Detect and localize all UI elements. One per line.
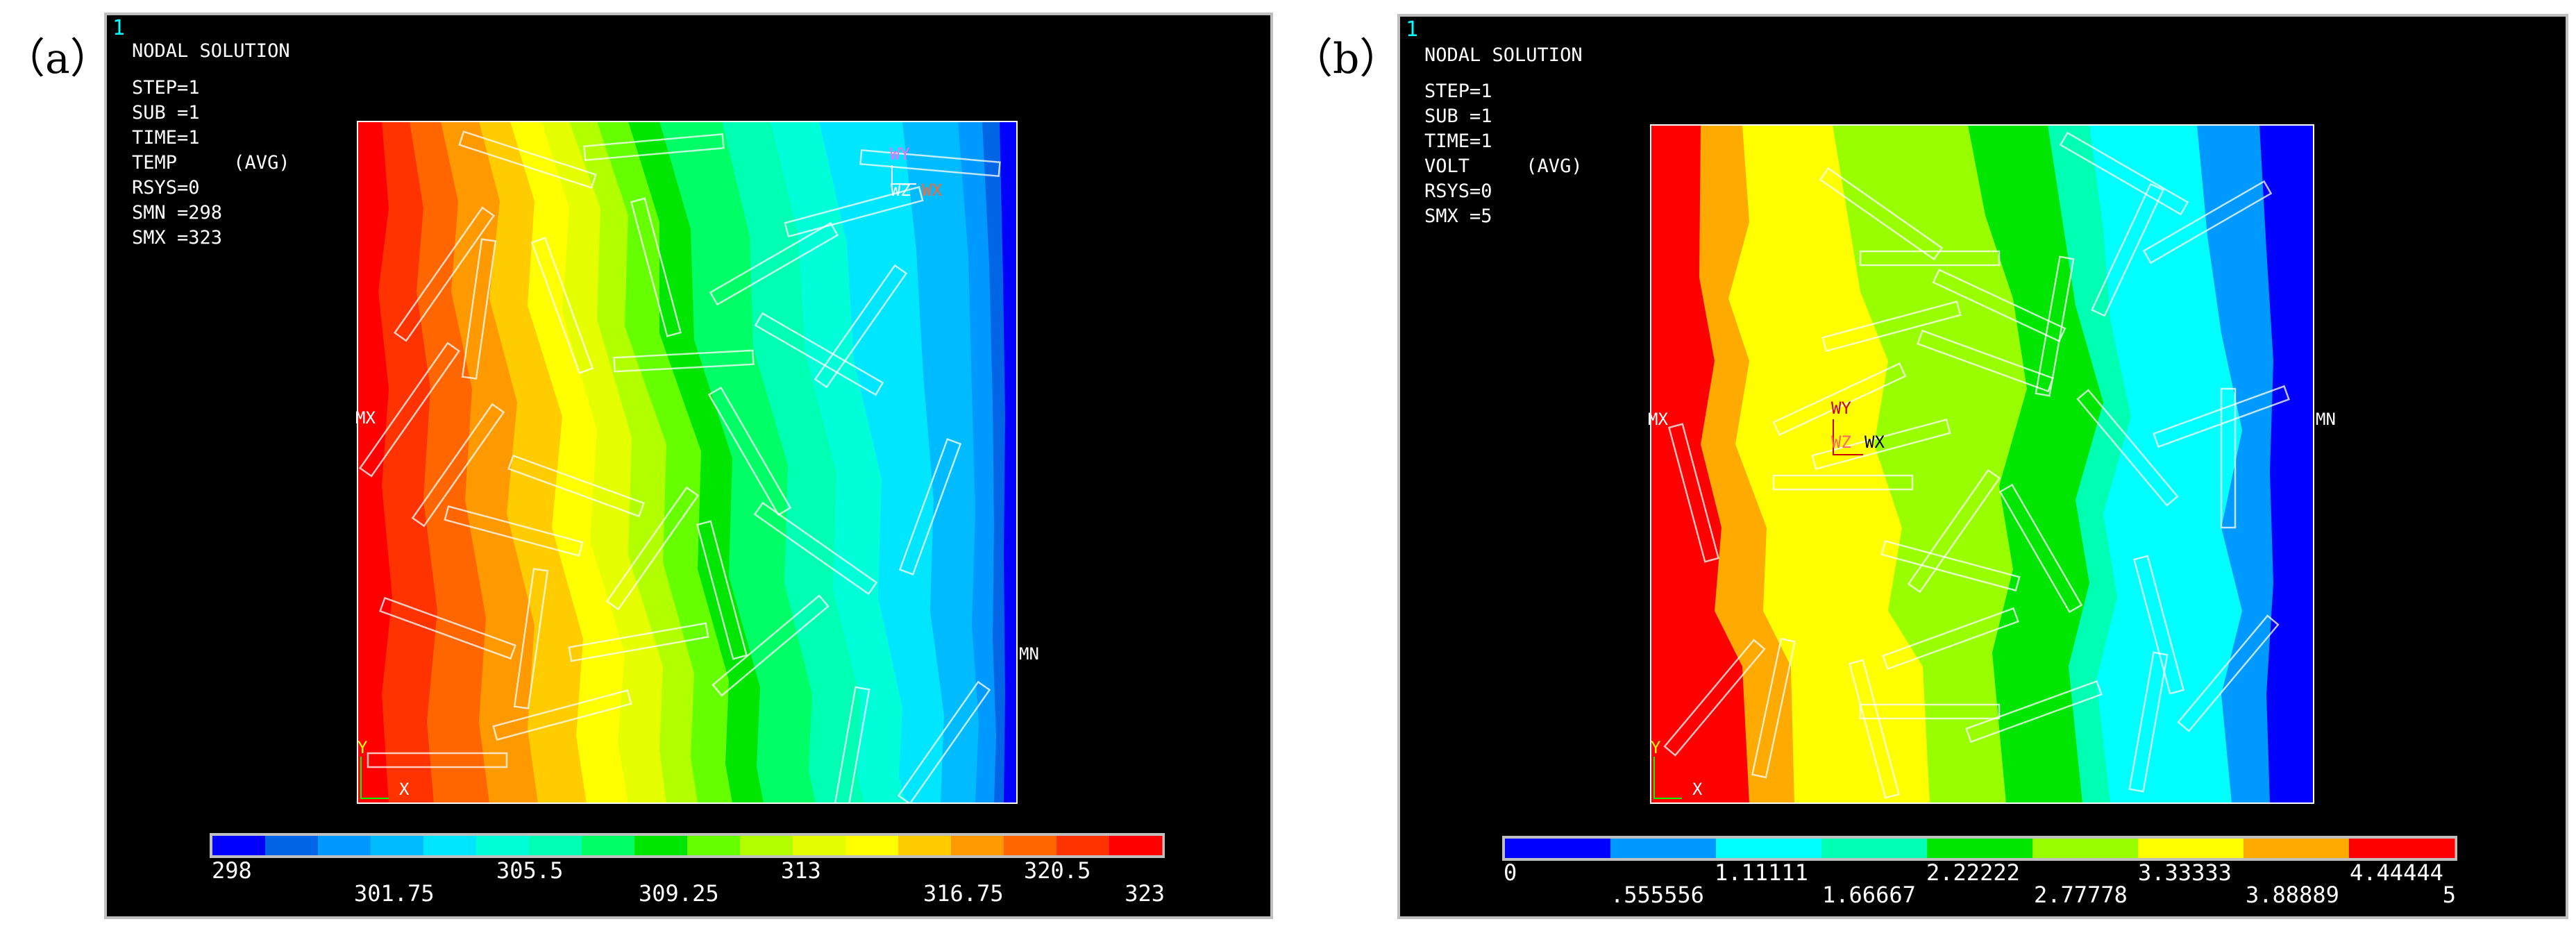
panel-b-legend-bottom-3: 3.88889 bbox=[2246, 882, 2339, 908]
panel-a: （a） 1 NODAL SOLUTION STEP=1 SUB =1 TIME=… bbox=[3, 12, 1273, 919]
panel-b-info-smx: SMX =5 bbox=[1424, 205, 1492, 227]
panel-a-wp-x: WX bbox=[922, 180, 942, 200]
panel-a-min-marker: MN bbox=[1019, 644, 1039, 664]
panel-b-legend-top-2: 2.22222 bbox=[1926, 859, 2020, 886]
panel-b-legend-swatch-4 bbox=[1927, 839, 2033, 858]
panel-a-legend-top-3: 320.5 bbox=[1024, 857, 1091, 884]
panel-a-legend-swatch-15 bbox=[1004, 836, 1057, 855]
panel-b-info-rsys: RSYS=0 bbox=[1424, 180, 1492, 202]
panel-a-legend-bottom-1: 309.25 bbox=[639, 880, 719, 907]
panel-a-axis-y: Y bbox=[357, 738, 368, 757]
panel-b-contour bbox=[1651, 125, 2314, 803]
panel-a-legend-swatch-16 bbox=[1057, 836, 1110, 855]
panel-a-title: NODAL SOLUTION bbox=[132, 40, 290, 62]
panel-b-info-step: STEP=1 bbox=[1424, 81, 1492, 102]
panel-a-legend-bottom-2: 316.75 bbox=[923, 880, 1004, 907]
panel-b-legend-frame bbox=[1502, 836, 2457, 861]
panel-a-contour bbox=[357, 121, 1017, 803]
panel-b-max-marker: MX bbox=[1648, 410, 1668, 429]
panel-a-legend-swatch-4 bbox=[423, 836, 477, 855]
panel-a-legend-swatch-1 bbox=[265, 836, 319, 855]
panel-b-plot-border bbox=[1650, 124, 2314, 804]
panel-a-label: （a） bbox=[3, 35, 112, 83]
panel-a-legend-swatch-9 bbox=[687, 836, 741, 855]
panel-a-fibers bbox=[358, 131, 1001, 803]
panel-a-axis-triad bbox=[360, 757, 389, 799]
panel-b-legend-swatch-5 bbox=[2032, 839, 2139, 858]
panel-b-info-sub: SUB =1 bbox=[1424, 106, 1492, 127]
panel-a-legend-swatch-14 bbox=[951, 836, 1004, 855]
panel-b-axis-y: Y bbox=[1651, 738, 1661, 757]
panel-a-max-marker: MX bbox=[355, 408, 376, 428]
panel-a-legend-swatch-13 bbox=[898, 836, 952, 855]
panel-b-wp-axes bbox=[1833, 419, 1863, 455]
panel-a-wp-y: WY bbox=[890, 144, 910, 164]
panel-b-legend-bottom-1: 1.66667 bbox=[1822, 882, 1916, 908]
panel-b-wp-y: WY bbox=[1831, 398, 1851, 418]
panel-a-legend-swatch-11 bbox=[793, 836, 846, 855]
panel-a-wp-axes bbox=[891, 165, 916, 185]
panel-a-legend-swatch-3 bbox=[371, 836, 424, 855]
panel-b-info-time: TIME=1 bbox=[1424, 131, 1492, 152]
panel-b-legend-bottom-0: .555556 bbox=[1610, 882, 1704, 908]
panel-a-info-rsys: RSYS=0 bbox=[132, 177, 200, 199]
panel-b-legend-swatch-8 bbox=[2349, 839, 2455, 858]
panel-b-legend: 0 1.11111 2.22222 3.33333 4.44444 .55555… bbox=[1502, 836, 2457, 908]
panel-b-fibers bbox=[1663, 131, 2290, 799]
panel-b-legend-bottom-2: 2.77778 bbox=[2034, 882, 2128, 908]
panel-a-legend-bar bbox=[212, 836, 1163, 855]
panel-a-legend-swatch-10 bbox=[740, 836, 793, 855]
panel-a-window-number: 1 bbox=[112, 16, 125, 40]
panel-a-axis-x: X bbox=[399, 780, 410, 799]
panel-a-legend-swatch-8 bbox=[634, 836, 688, 855]
panel-b-label: （b） bbox=[1291, 35, 1401, 83]
panel-b-legend-top-4: 4.44444 bbox=[2350, 859, 2443, 886]
panel-a-info-smn: SMN =298 bbox=[132, 202, 222, 224]
panel-b-window-number: 1 bbox=[1406, 17, 1418, 42]
panel-a-legend-swatch-2 bbox=[318, 836, 371, 855]
panel-a-legend-bottom-0: 301.75 bbox=[354, 880, 435, 907]
panel-a-info-step: STEP=1 bbox=[132, 77, 200, 99]
panel-b-legend-swatch-3 bbox=[1821, 839, 1928, 858]
panel-b-legend-bottom-4: 5 bbox=[2443, 882, 2456, 908]
panel-a-legend-swatch-0 bbox=[212, 836, 266, 855]
panel-a-legend-bottom-3: 323 bbox=[1125, 880, 1165, 907]
panel-a-info: STEP=1 SUB =1 TIME=1 TEMP (AVG) RSYS=0 S… bbox=[132, 77, 290, 249]
panel-a-wp-z: WZ bbox=[891, 180, 911, 200]
panel-b-legend-swatch-6 bbox=[2138, 839, 2244, 858]
panel-b: （b） 1 NODAL SOLUTION STEP=1 SUB =1 TIME=… bbox=[1291, 14, 2568, 919]
panel-b-legend-top-1: 1.11111 bbox=[1715, 859, 1808, 886]
panel-b-axis-triad bbox=[1653, 757, 1682, 799]
panel-b-legend-swatch-1 bbox=[1610, 839, 1717, 858]
panel-a-legend-swatch-6 bbox=[529, 836, 582, 855]
panel-b-legend-bar bbox=[1505, 839, 2455, 858]
panel-b-legend-swatch-7 bbox=[2244, 839, 2350, 858]
panel-b-legend-swatch-0 bbox=[1505, 839, 1611, 858]
panel-a-info-field: TEMP (AVG) bbox=[132, 152, 290, 174]
panel-b-legend-top-0: 0 bbox=[1504, 859, 1517, 886]
panel-a-legend-top-0: 298 bbox=[212, 857, 252, 884]
panel-b-min-marker: MN bbox=[2316, 410, 2336, 429]
panel-a-legend-swatch-12 bbox=[845, 836, 899, 855]
panel-a-info-time: TIME=1 bbox=[132, 127, 200, 149]
panel-a-info-smx: SMX =323 bbox=[132, 227, 222, 249]
panel-b-wp-z: WZ bbox=[1831, 432, 1851, 452]
panel-b-legend-swatch-2 bbox=[1716, 839, 1822, 858]
panel-b-info: STEP=1 SUB =1 TIME=1 VOLT (AVG) RSYS=0 S… bbox=[1424, 81, 1583, 227]
panel-a-plot-border bbox=[357, 121, 1018, 804]
panel-a-legend-swatch-17 bbox=[1109, 836, 1163, 855]
panel-a-legend-swatch-5 bbox=[476, 836, 530, 855]
panel-b-title: NODAL SOLUTION bbox=[1424, 44, 1583, 66]
panel-a-legend-top-2: 313 bbox=[781, 857, 821, 884]
panel-b-axis-x: X bbox=[1692, 780, 1703, 799]
panel-a-legend-swatch-7 bbox=[582, 836, 635, 855]
panel-b-info-field: VOLT (AVG) bbox=[1424, 156, 1583, 177]
panel-b-legend-top-3: 3.33333 bbox=[2138, 859, 2232, 886]
panel-a-legend-top-1: 305.5 bbox=[496, 857, 563, 884]
panel-a-info-sub: SUB =1 bbox=[132, 102, 200, 124]
panel-b-wp-x: WX bbox=[1864, 432, 1885, 452]
panel-a-legend: 298 305.5 313 320.5 301.75 309.25 316.75… bbox=[210, 833, 1165, 907]
panel-a-legend-frame bbox=[210, 833, 1165, 858]
